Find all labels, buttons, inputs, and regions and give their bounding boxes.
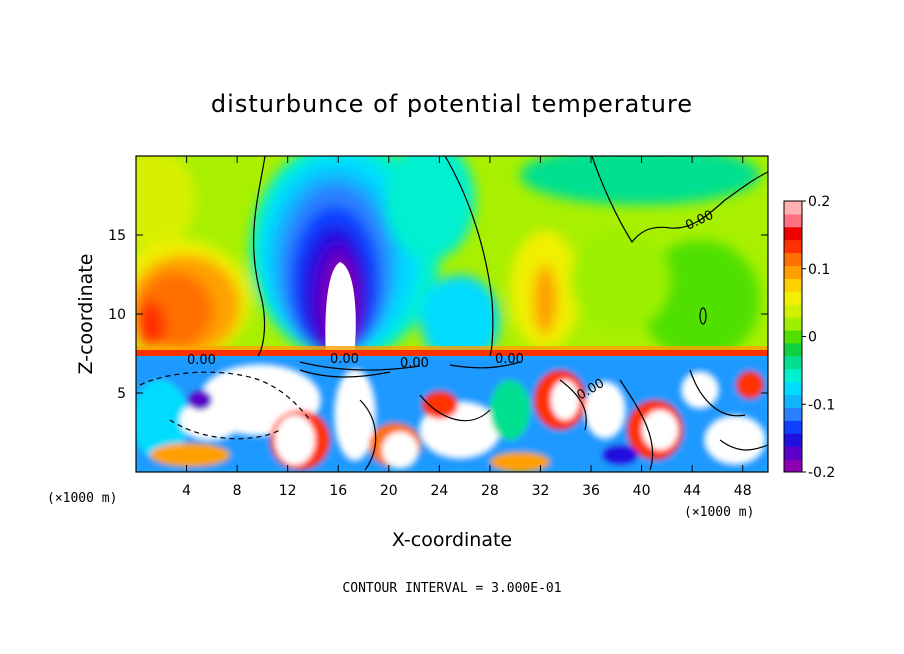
x-tick-label: 24 — [430, 483, 448, 499]
colorbar-swatch — [784, 330, 802, 344]
colorbar-swatch — [784, 446, 802, 460]
colorbar-swatch — [784, 304, 802, 318]
x-tick-label: 36 — [582, 483, 600, 499]
colorbar-swatch — [784, 278, 802, 292]
x-unit-right: (×1000 m) — [684, 505, 754, 520]
x-axis-title: X-coordinate — [392, 529, 512, 551]
colorbar-swatch — [784, 394, 802, 408]
colorbar-swatch — [784, 381, 802, 396]
x-tick-label: 48 — [734, 483, 752, 499]
colorbar-swatch — [784, 342, 802, 357]
contour-label: 0.00 — [330, 352, 359, 367]
plot-area: 0.00 0.00 0.00 0.00 0.00 0.00 — [135, 155, 769, 473]
colorbar-swatch — [784, 291, 802, 305]
x-tick-label: 28 — [481, 483, 499, 499]
colorbar-swatch — [784, 252, 802, 267]
colorbar-swatch — [784, 226, 802, 241]
contour-interval-footer: CONTOUR INTERVAL = 3.000E-01 — [342, 581, 561, 596]
lower-field — [136, 356, 768, 472]
colorbar: 0.2 0.1 0 -0.1 -0.2 — [783, 194, 835, 481]
colorbar-swatch — [784, 201, 802, 215]
x-tick-label: 12 — [279, 483, 297, 499]
y-axis-title: Z-coordinate — [75, 254, 97, 375]
colorbar-swatch — [784, 317, 802, 331]
colorbar-swatch — [784, 265, 802, 279]
x-tick-label: 4 — [182, 483, 191, 499]
x-tick-label: 8 — [233, 483, 242, 499]
x-tick-label: 20 — [380, 483, 398, 499]
y-tick-label: 15 — [108, 228, 126, 244]
colorbar-swatch — [784, 239, 802, 254]
chart-title: disturbunce of potential temperature — [211, 90, 693, 118]
x-tick-label: 40 — [633, 483, 651, 499]
colorbar-swatch — [784, 407, 802, 421]
colorbar-swatch — [784, 420, 802, 434]
contour-lines — [139, 156, 768, 471]
colorbar-tick-label: -0.1 — [808, 397, 835, 413]
colorbar-swatch — [784, 355, 802, 370]
contour-label: 0.00 — [400, 356, 429, 371]
x-unit-left: (×1000 m) — [47, 491, 117, 506]
colorbar-tick-label: 0.2 — [808, 194, 830, 210]
colorbar-tick-label: 0 — [808, 330, 817, 346]
x-tick-label: 32 — [532, 483, 550, 499]
y-tick-label: 5 — [117, 386, 126, 402]
colorbar-tick-label: -0.2 — [808, 465, 835, 481]
y-axis: 5 10 15 — [108, 228, 768, 402]
contour-label: 0.00 — [187, 353, 216, 368]
colorbar-swatch — [784, 433, 802, 447]
colorbar-tick-label: 0.1 — [808, 262, 830, 278]
colorbar-swatch — [784, 459, 802, 473]
contour-label: 0.00 — [495, 352, 524, 367]
x-tick-label: 44 — [683, 483, 701, 499]
x-axis: 4 8 12 16 20 24 28 32 36 40 44 48 — [182, 156, 752, 499]
colorbar-swatch — [784, 368, 802, 383]
upper-field — [136, 156, 768, 358]
y-tick-label: 10 — [108, 307, 126, 323]
x-tick-label: 16 — [329, 483, 347, 499]
colorbar-swatch — [784, 213, 802, 228]
